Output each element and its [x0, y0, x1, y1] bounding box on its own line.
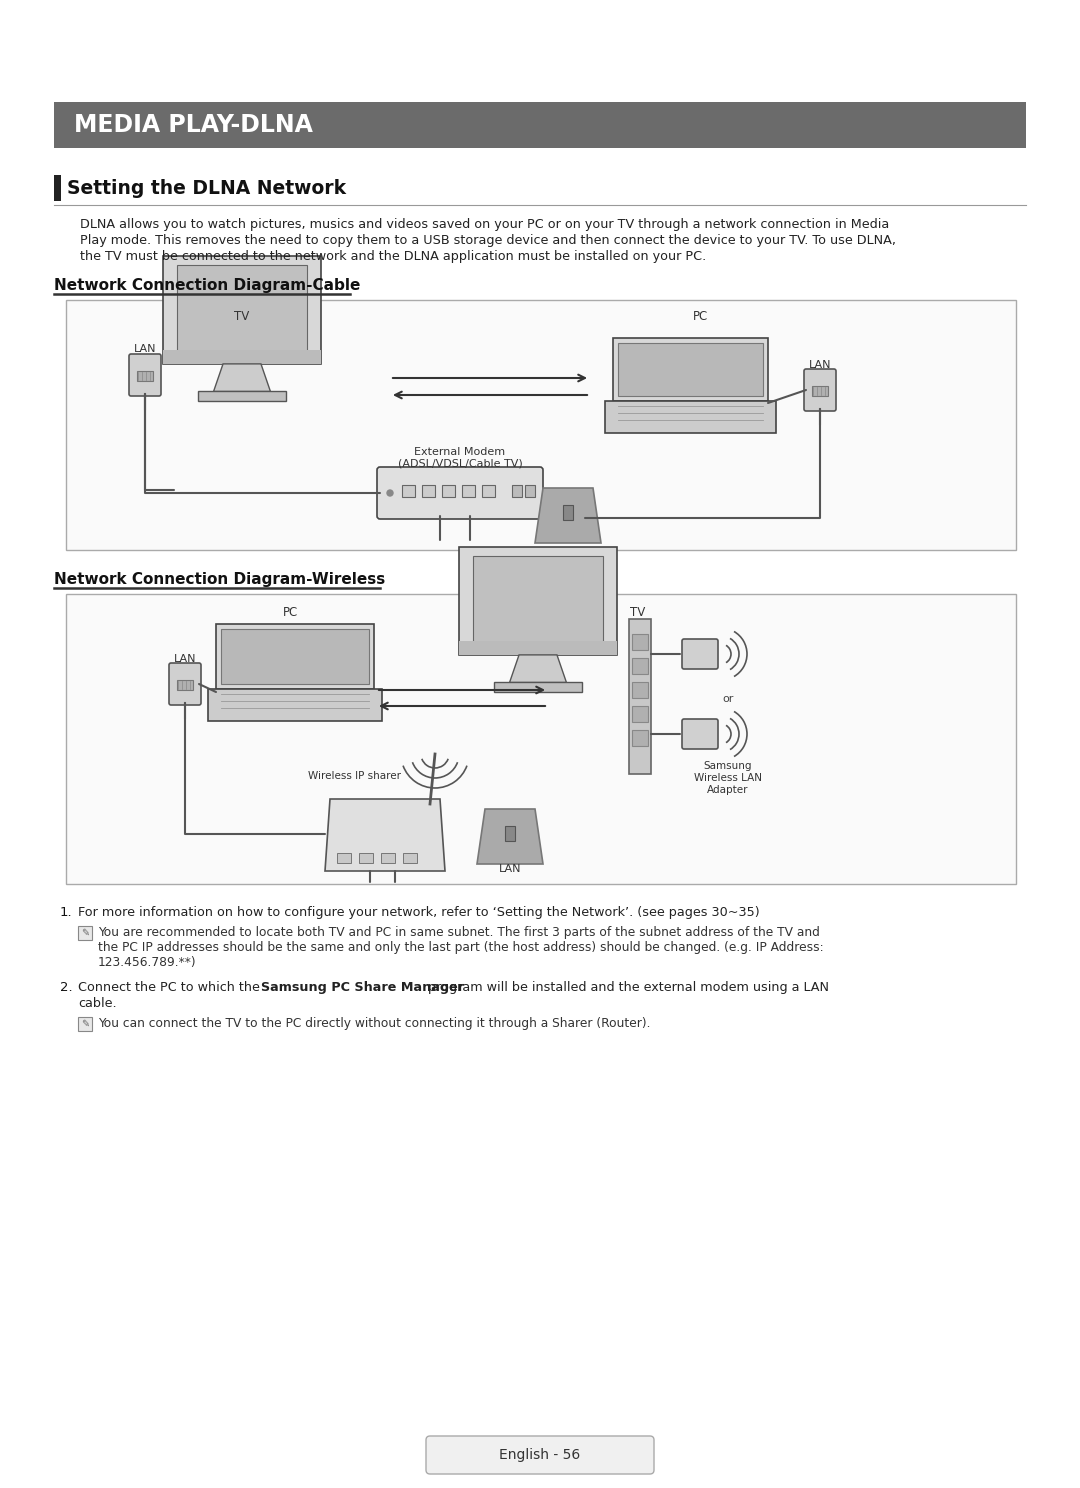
Text: or: or	[723, 693, 733, 704]
Text: DLNA allows you to watch pictures, musics and videos saved on your PC or on your: DLNA allows you to watch pictures, music…	[80, 219, 889, 231]
Text: ✎: ✎	[81, 1019, 89, 1030]
Bar	[54, 176, 60, 201]
Text: MEDIA PLAY-DLNA: MEDIA PLAY-DLNA	[75, 113, 313, 137]
Bar	[422, 485, 435, 497]
Bar	[632, 682, 648, 698]
FancyBboxPatch shape	[612, 338, 768, 400]
FancyBboxPatch shape	[129, 354, 161, 396]
Text: PC: PC	[692, 310, 707, 323]
Bar	[632, 705, 648, 722]
FancyBboxPatch shape	[78, 926, 92, 940]
Text: For more information on how to configure your network, refer to ‘Setting the Net: For more information on how to configure…	[78, 906, 759, 920]
Bar	[137, 371, 153, 381]
Text: LAN: LAN	[499, 865, 522, 873]
FancyBboxPatch shape	[426, 1436, 654, 1475]
FancyBboxPatch shape	[216, 623, 374, 689]
Text: program will be installed and the external modem using a LAN: program will be installed and the extern…	[424, 981, 829, 994]
FancyBboxPatch shape	[78, 1016, 92, 1031]
Bar	[54, 103, 1026, 147]
Text: the PC IP addresses should be the same and only the last part (the host address): the PC IP addresses should be the same a…	[98, 940, 824, 954]
Bar	[812, 385, 828, 396]
Text: 1.: 1.	[60, 906, 72, 920]
Text: External Modem: External Modem	[415, 446, 505, 457]
Bar	[512, 485, 522, 497]
Bar	[198, 391, 286, 402]
Text: You can connect the TV to the PC directly without connecting it through a Sharer: You can connect the TV to the PC directl…	[98, 1016, 650, 1030]
Text: LAN: LAN	[174, 655, 197, 664]
Bar	[629, 619, 651, 774]
Text: Wireless IP sharer: Wireless IP sharer	[309, 771, 402, 781]
Text: Network Connection Diagram-Wireless: Network Connection Diagram-Wireless	[54, 571, 386, 586]
Bar	[66, 594, 1016, 884]
Polygon shape	[535, 488, 600, 543]
Bar	[632, 729, 648, 745]
Bar	[66, 301, 1016, 551]
Text: the TV must be connected to the network and the DLNA application must be install: the TV must be connected to the network …	[80, 250, 706, 263]
FancyBboxPatch shape	[163, 256, 321, 365]
Text: ✎: ✎	[81, 929, 89, 937]
Text: Play mode. This removes the need to copy them to a USB storage device and then c: Play mode. This removes the need to copy…	[80, 234, 896, 247]
Polygon shape	[214, 365, 270, 391]
Bar	[359, 853, 373, 863]
Text: You are recommended to locate both TV and PC in same subnet. The first 3 parts o: You are recommended to locate both TV an…	[98, 926, 820, 939]
Bar	[163, 350, 321, 365]
Bar	[402, 485, 415, 497]
Bar	[618, 344, 762, 396]
FancyBboxPatch shape	[681, 638, 718, 670]
Text: (ADSL/VDSL/Cable TV): (ADSL/VDSL/Cable TV)	[397, 458, 523, 469]
Text: LAN: LAN	[809, 360, 832, 371]
Bar	[177, 680, 193, 690]
Bar	[221, 629, 369, 684]
Polygon shape	[477, 809, 543, 865]
Text: Connect the PC to which the: Connect the PC to which the	[78, 981, 264, 994]
Bar	[403, 853, 417, 863]
Text: Network Connection Diagram-Cable: Network Connection Diagram-Cable	[54, 278, 361, 293]
FancyBboxPatch shape	[605, 400, 775, 433]
Text: Setting the DLNA Network: Setting the DLNA Network	[67, 179, 346, 198]
Bar	[381, 853, 395, 863]
Text: LAN: LAN	[134, 344, 157, 354]
Text: 123.456.789.**): 123.456.789.**)	[98, 955, 197, 969]
Text: Samsung PC Share Manager: Samsung PC Share Manager	[261, 981, 464, 994]
Bar	[177, 265, 307, 359]
FancyBboxPatch shape	[681, 719, 718, 748]
FancyBboxPatch shape	[208, 689, 382, 722]
FancyBboxPatch shape	[804, 369, 836, 411]
Bar	[494, 683, 582, 692]
Text: TV: TV	[631, 606, 646, 619]
Text: English - 56: English - 56	[499, 1448, 581, 1463]
FancyBboxPatch shape	[377, 467, 543, 519]
Text: Adapter: Adapter	[707, 786, 748, 795]
Bar	[563, 504, 573, 519]
Bar	[462, 485, 475, 497]
Bar	[632, 658, 648, 674]
Text: PC: PC	[282, 606, 298, 619]
Bar	[459, 641, 617, 655]
Polygon shape	[325, 799, 445, 870]
Circle shape	[387, 490, 393, 496]
Bar	[337, 853, 351, 863]
Bar	[525, 485, 535, 497]
Text: TV: TV	[234, 310, 249, 323]
Text: 2.: 2.	[60, 981, 72, 994]
Bar	[442, 485, 455, 497]
Bar	[473, 555, 603, 649]
Bar	[482, 485, 495, 497]
Bar	[632, 634, 648, 649]
Text: cable.: cable.	[78, 997, 117, 1010]
Polygon shape	[510, 655, 566, 683]
Bar	[505, 826, 515, 841]
FancyBboxPatch shape	[168, 664, 201, 705]
Text: Wireless LAN: Wireless LAN	[694, 772, 762, 783]
FancyBboxPatch shape	[459, 548, 617, 655]
Text: Samsung: Samsung	[704, 760, 753, 771]
